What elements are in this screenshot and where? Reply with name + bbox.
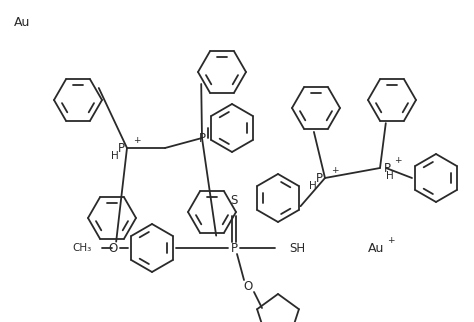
Text: Au: Au	[368, 242, 384, 254]
Text: CH₃: CH₃	[73, 243, 92, 253]
Text: SH: SH	[289, 242, 305, 254]
Text: O: O	[109, 242, 118, 254]
Text: +: +	[133, 136, 140, 145]
Text: Au: Au	[14, 16, 30, 29]
Text: O: O	[243, 279, 253, 292]
Text: H: H	[386, 171, 394, 181]
Text: S: S	[230, 194, 237, 206]
Text: +: +	[387, 235, 394, 244]
Text: P: P	[316, 172, 323, 185]
Text: P: P	[199, 131, 206, 145]
Text: H: H	[111, 151, 119, 161]
Text: +: +	[394, 156, 401, 165]
Text: H: H	[309, 181, 317, 191]
Text: P: P	[384, 162, 391, 175]
Text: P: P	[230, 242, 237, 254]
Text: P: P	[118, 141, 125, 155]
Text: +: +	[331, 166, 338, 175]
